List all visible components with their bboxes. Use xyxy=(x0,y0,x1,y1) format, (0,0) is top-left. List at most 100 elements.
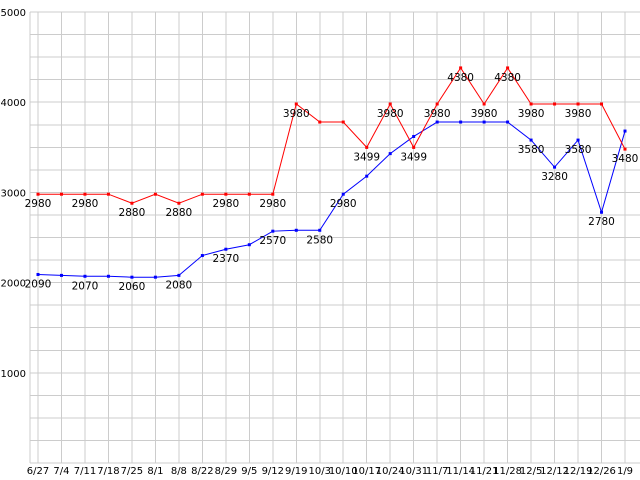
x-tick-label: 8/8 xyxy=(171,466,187,477)
data-point-label: 2980 xyxy=(72,198,99,210)
data-point-marker xyxy=(130,275,134,279)
data-point-marker xyxy=(247,243,251,247)
data-point-marker xyxy=(412,145,416,149)
x-tick-label: 9/5 xyxy=(241,466,257,477)
x-tick-label: 10/24 xyxy=(376,466,405,477)
data-point-marker xyxy=(388,152,392,156)
x-tick-label: 12/19 xyxy=(564,466,593,477)
x-tick-label: 8/29 xyxy=(215,466,237,477)
data-point-marker xyxy=(36,272,40,276)
data-point-marker xyxy=(412,134,416,138)
series-red-series: 2980 2980 2880 2880 2980 2980 3980 3499 3980 3499… xyxy=(25,66,639,219)
data-point-marker xyxy=(83,192,87,196)
x-tick-label: 8/1 xyxy=(147,466,163,477)
data-point-marker xyxy=(200,192,204,196)
data-point-marker xyxy=(153,192,157,196)
data-point-marker xyxy=(271,229,275,233)
data-point-label: 3580 xyxy=(518,144,545,156)
data-point-label: 3980 xyxy=(377,108,404,120)
data-point-label: 2980 xyxy=(25,198,52,210)
x-tick-label: 7/18 xyxy=(97,466,119,477)
x-tick-label: 11/14 xyxy=(446,466,475,477)
data-point-marker xyxy=(365,174,369,178)
data-point-label: 2580 xyxy=(306,234,333,246)
x-tick-label: 10/31 xyxy=(399,466,428,477)
data-point-label: 2070 xyxy=(72,280,99,292)
data-point-marker xyxy=(177,273,181,277)
data-point-marker xyxy=(576,138,580,142)
data-point-marker xyxy=(341,120,345,124)
x-tick-label: 8/22 xyxy=(191,466,213,477)
data-point-label: 3980 xyxy=(424,108,451,120)
data-point-marker xyxy=(106,192,110,196)
data-point-marker xyxy=(506,66,510,70)
data-point-marker xyxy=(153,275,157,279)
x-tick-label: 7/4 xyxy=(53,466,69,477)
data-point-marker xyxy=(294,102,298,106)
x-tick-label: 11/21 xyxy=(470,466,499,477)
data-point-marker xyxy=(529,102,533,106)
data-point-marker xyxy=(623,129,627,133)
data-point-label: 3499 xyxy=(400,151,427,163)
data-point-marker xyxy=(482,102,486,106)
data-point-marker xyxy=(553,102,557,106)
data-point-marker xyxy=(600,102,604,106)
x-tick-label: 9/12 xyxy=(262,466,284,477)
data-point-label: 4380 xyxy=(447,72,474,84)
grid xyxy=(29,11,640,464)
x-tick-label: 10/17 xyxy=(352,466,381,477)
data-point-marker xyxy=(83,274,87,278)
data-point-marker xyxy=(294,228,298,232)
data-point-label: 2570 xyxy=(259,235,286,247)
data-point-label: 3980 xyxy=(565,108,592,120)
data-point-marker xyxy=(36,192,40,196)
data-point-label: 3480 xyxy=(612,153,639,165)
data-point-label: 3499 xyxy=(353,151,380,163)
data-point-label: 3580 xyxy=(565,144,592,156)
data-point-label: 3980 xyxy=(518,108,545,120)
series-line xyxy=(37,121,626,278)
data-point-marker xyxy=(459,66,463,70)
y-tick-label: 1000 xyxy=(1,369,26,380)
data-point-marker xyxy=(130,201,134,205)
data-point-label: 2370 xyxy=(212,253,239,265)
data-point-marker xyxy=(506,120,510,124)
data-point-label: 3980 xyxy=(471,108,498,120)
x-tick-label: 12/5 xyxy=(520,466,542,477)
x-tick-label: 12/12 xyxy=(540,466,569,477)
data-point-marker xyxy=(388,102,392,106)
x-tick-label: 7/25 xyxy=(121,466,143,477)
data-point-marker xyxy=(600,210,604,214)
data-point-marker xyxy=(435,120,439,124)
data-point-label: 2080 xyxy=(166,279,193,291)
data-point-marker xyxy=(106,274,110,278)
data-point-marker xyxy=(365,145,369,149)
y-tick-label: 5000 xyxy=(1,8,26,19)
data-point-label: 2880 xyxy=(119,207,146,219)
x-tick-label: 10/3 xyxy=(309,466,331,477)
x-axis-labels: 6/27 7/4 7/11 7/18 7/25 8/1 8/8 8/22 8/29 9/5 9/12… xyxy=(27,466,633,477)
x-tick-label: 1/9 xyxy=(617,466,633,477)
data-point-marker xyxy=(576,102,580,106)
data-point-label: 2980 xyxy=(259,198,286,210)
x-tick-label: 12/26 xyxy=(587,466,616,477)
data-point-label: 2090 xyxy=(25,278,52,290)
data-point-marker xyxy=(318,120,322,124)
data-point-label: 2780 xyxy=(588,216,615,228)
data-point-marker xyxy=(459,120,463,124)
data-point-label: 2060 xyxy=(119,281,146,293)
y-tick-label: 3000 xyxy=(1,188,26,199)
data-point-marker xyxy=(177,201,181,205)
data-point-label: 2880 xyxy=(166,207,193,219)
data-point-label: 3980 xyxy=(283,108,310,120)
data-point-marker xyxy=(529,138,533,142)
series-line xyxy=(38,67,626,204)
data-point-marker xyxy=(623,147,627,151)
x-tick-label: 11/7 xyxy=(426,466,448,477)
y-tick-label: 2000 xyxy=(1,279,26,290)
x-tick-label: 10/10 xyxy=(329,466,358,477)
data-point-marker xyxy=(435,102,439,106)
data-point-marker xyxy=(553,165,557,169)
